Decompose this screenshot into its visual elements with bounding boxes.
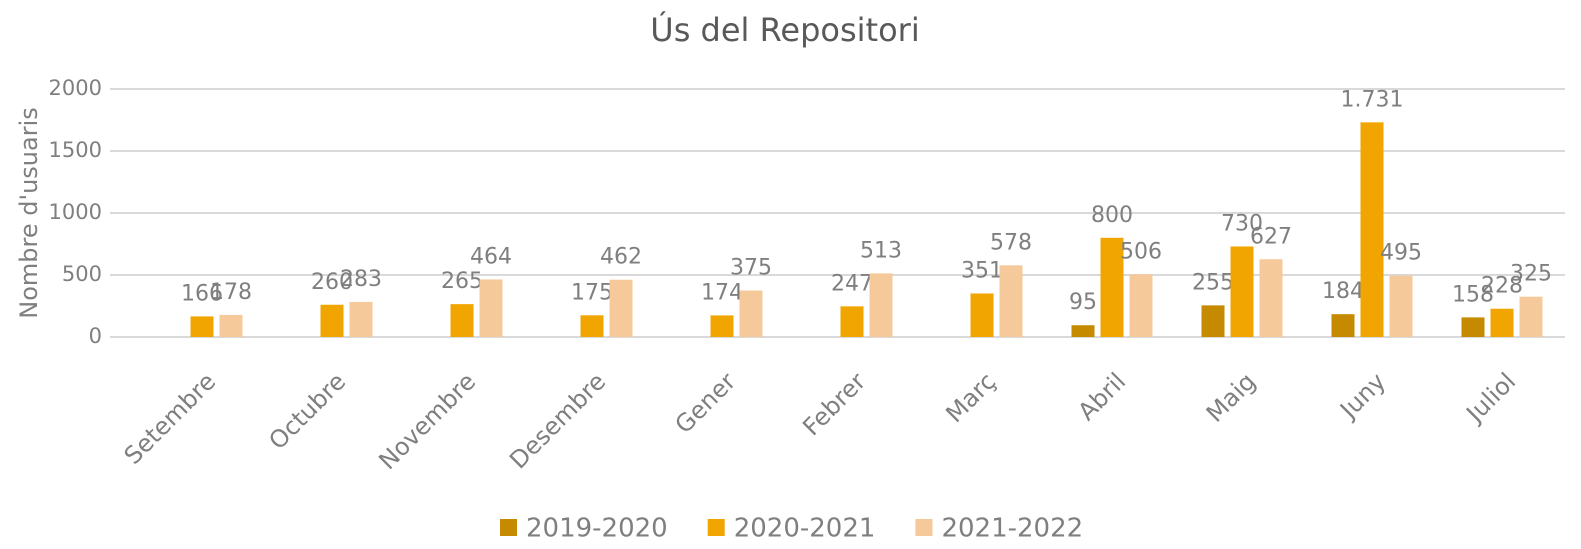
legend-swatch	[915, 519, 933, 536]
legend-swatch	[500, 519, 517, 536]
y-tick-label: 1000	[49, 200, 102, 224]
bar	[1490, 308, 1514, 337]
y-tick-label: 500	[62, 262, 102, 286]
bar	[349, 301, 373, 337]
bar	[219, 314, 243, 337]
y-axis-label: Nombre d'usuaris	[15, 107, 43, 319]
bar	[999, 265, 1023, 337]
x-tick-label: Gener	[670, 367, 742, 439]
data-label: 158	[1452, 282, 1494, 307]
bar	[1071, 325, 1095, 337]
legend-swatch	[707, 519, 725, 536]
bar	[1129, 274, 1153, 337]
bar	[320, 304, 344, 337]
data-label: 175	[571, 280, 613, 305]
x-tick-label: Octubre	[263, 367, 351, 455]
data-label: 351	[961, 258, 1003, 283]
data-label: 375	[730, 256, 772, 281]
legend-label: 2019-2020	[526, 514, 668, 544]
data-label: 462	[600, 245, 642, 270]
x-tick-label: Febrer	[797, 367, 871, 441]
bar	[450, 304, 474, 337]
bar	[1519, 296, 1543, 337]
bar	[710, 315, 734, 337]
bar	[479, 279, 503, 337]
data-label: 578	[990, 230, 1032, 255]
legend-label: 2021-2022	[941, 514, 1083, 544]
data-label: 325	[1510, 262, 1552, 287]
data-label: 95	[1069, 290, 1097, 315]
bar	[869, 273, 893, 337]
x-tick-label: Desembre	[504, 367, 611, 474]
x-tick-label: Abril	[1073, 367, 1132, 426]
y-tick-label: 2000	[49, 76, 102, 100]
x-tick-label: Març	[940, 367, 1001, 428]
bar	[609, 279, 633, 337]
bar	[1259, 259, 1283, 337]
bar	[190, 316, 214, 337]
data-label: 228	[1481, 274, 1523, 299]
data-label: 513	[860, 238, 902, 263]
y-tick-label: 1500	[49, 138, 102, 162]
data-label: 255	[1192, 270, 1234, 295]
bar	[1461, 317, 1485, 337]
data-label: 464	[470, 244, 512, 269]
data-label: 260	[311, 270, 353, 295]
x-tick-label: Juny	[1333, 367, 1391, 425]
bar	[1389, 275, 1413, 337]
bar	[1331, 314, 1355, 337]
data-label: 800	[1091, 203, 1133, 228]
data-label: 247	[831, 271, 873, 296]
bar	[580, 315, 604, 337]
bar	[1230, 246, 1254, 337]
bar	[1100, 237, 1124, 337]
x-tick-label: Setembre	[119, 367, 221, 469]
x-tick-label: Novembre	[373, 367, 481, 475]
bar	[1201, 305, 1225, 337]
bar	[840, 306, 864, 337]
legend-label: 2020-2021	[734, 514, 876, 544]
data-label: 174	[701, 280, 743, 305]
data-label: 283	[340, 267, 382, 292]
chart-title: Ús del Repositori	[650, 10, 919, 49]
bar	[739, 290, 763, 337]
bar	[1360, 122, 1384, 337]
data-label: 184	[1322, 279, 1364, 304]
data-label: 1.731	[1341, 87, 1404, 112]
x-tick-label: Maig	[1201, 367, 1261, 427]
data-label: 178	[210, 280, 252, 305]
data-label: 627	[1250, 224, 1292, 249]
data-label: 166	[181, 281, 223, 306]
x-tick-label: Juliol	[1460, 367, 1522, 429]
data-label: 265	[441, 269, 483, 294]
data-label: 730	[1221, 211, 1263, 236]
data-label: 506	[1120, 239, 1162, 264]
y-tick-label: 0	[89, 324, 102, 348]
data-label: 495	[1380, 241, 1422, 266]
bar	[970, 293, 994, 337]
